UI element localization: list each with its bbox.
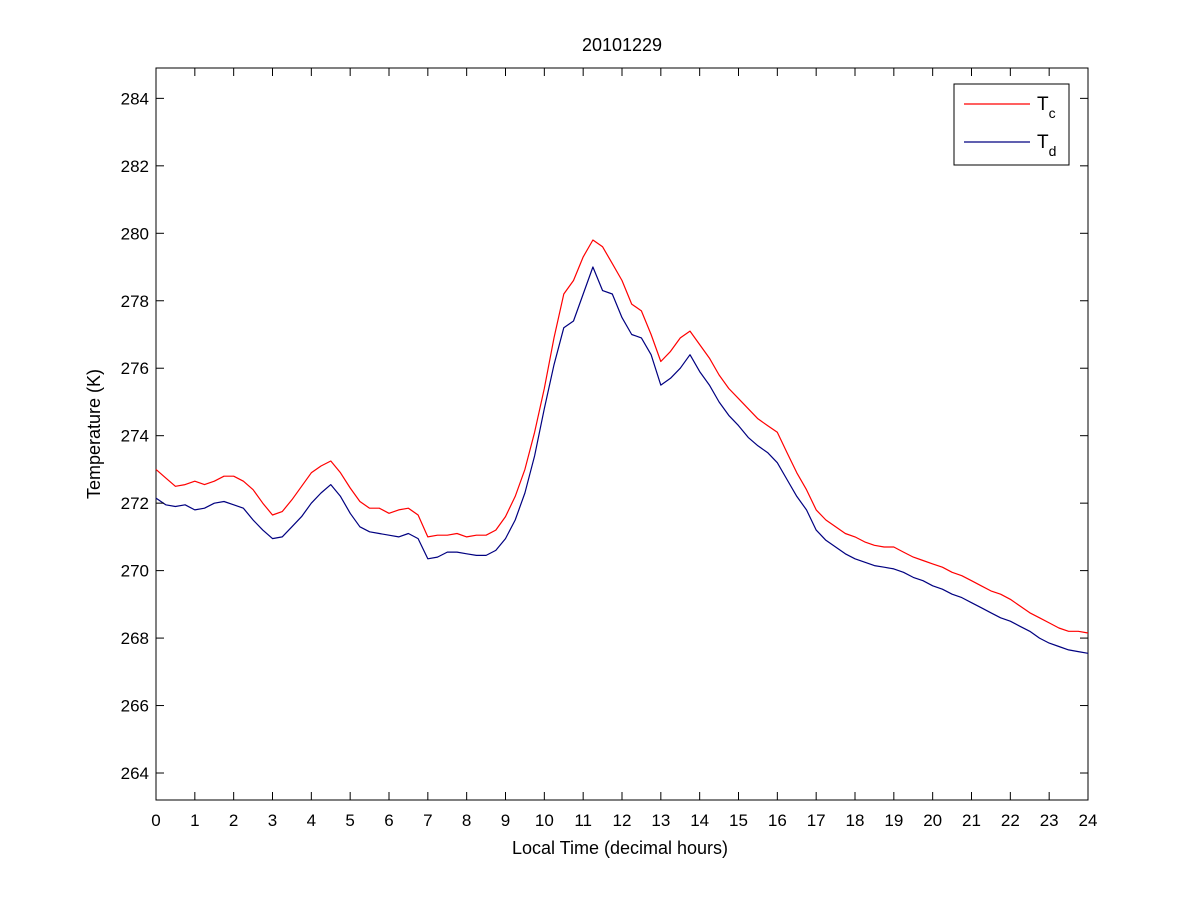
y-tick-label: 268 [121,629,149,648]
x-tick-label: 7 [423,811,432,830]
x-tick-label: 5 [345,811,354,830]
x-tick-label: 20 [923,811,942,830]
x-tick-label: 24 [1079,811,1098,830]
x-tick-label: 18 [846,811,865,830]
legend-box [953,83,1070,166]
x-tick-label: 3 [268,811,277,830]
plot-frame [155,67,1089,801]
series-layer [155,239,1089,654]
y-tick-label: 274 [121,427,149,446]
y-tick-label: 272 [121,494,149,513]
y-tick-label: 276 [121,359,149,378]
x-tick-label: 4 [307,811,316,830]
y-tick-label: 278 [121,292,149,311]
legend-entries: Tc Td [964,94,1056,159]
x-tick-label: 1 [190,811,199,830]
x-tick-label: 13 [651,811,670,830]
legend: Tc Td [953,83,1070,166]
y-tick-label: 284 [121,89,149,108]
x-tick-label: 12 [613,811,632,830]
x-tick-label: 14 [690,811,709,830]
y-axis-ticks: 264 266 268 270 272 274 276 278 280 282 284 [121,89,1088,783]
x-tick-label: 22 [1001,811,1020,830]
x-tick-label: 10 [535,811,554,830]
y-tick-label: 264 [121,764,149,783]
y-axis-label: Temperature (K) [84,369,104,499]
y-tick-label: 282 [121,157,149,176]
x-tick-label: 21 [962,811,981,830]
plot-area: 0 1 2 3 4 5 6 7 8 9 10 11 12 13 14 15 16 17 18 19 20 21 22 23 24… [121,67,1097,830]
legend-label-Td: Td [1037,132,1056,159]
series-line-Tc [155,239,1089,634]
x-tick-label: 0 [151,811,160,830]
x-tick-label: 8 [462,811,471,830]
x-tick-label: 23 [1040,811,1059,830]
y-tick-label: 270 [121,562,149,581]
x-tick-label: 11 [574,811,592,830]
x-tick-label: 15 [729,811,748,830]
x-tick-label: 6 [384,811,393,830]
legend-label-Tc: Tc [1037,94,1056,121]
x-tick-label: 17 [807,811,826,830]
x-axis-ticks: 0 1 2 3 4 5 6 7 8 9 10 11 12 13 14 15 16 17 18 19 20 21 22 23 24 [151,68,1097,830]
y-tick-label: 266 [121,697,149,716]
y-tick-label: 280 [121,224,149,243]
x-tick-label: 9 [501,811,510,830]
x-axis-label: Local Time (decimal hours) [512,838,728,858]
series-line-Td [155,266,1089,654]
chart-title: 20101229 [582,35,662,55]
x-tick-label: 2 [229,811,238,830]
x-tick-label: 16 [768,811,787,830]
x-tick-label: 19 [884,811,903,830]
